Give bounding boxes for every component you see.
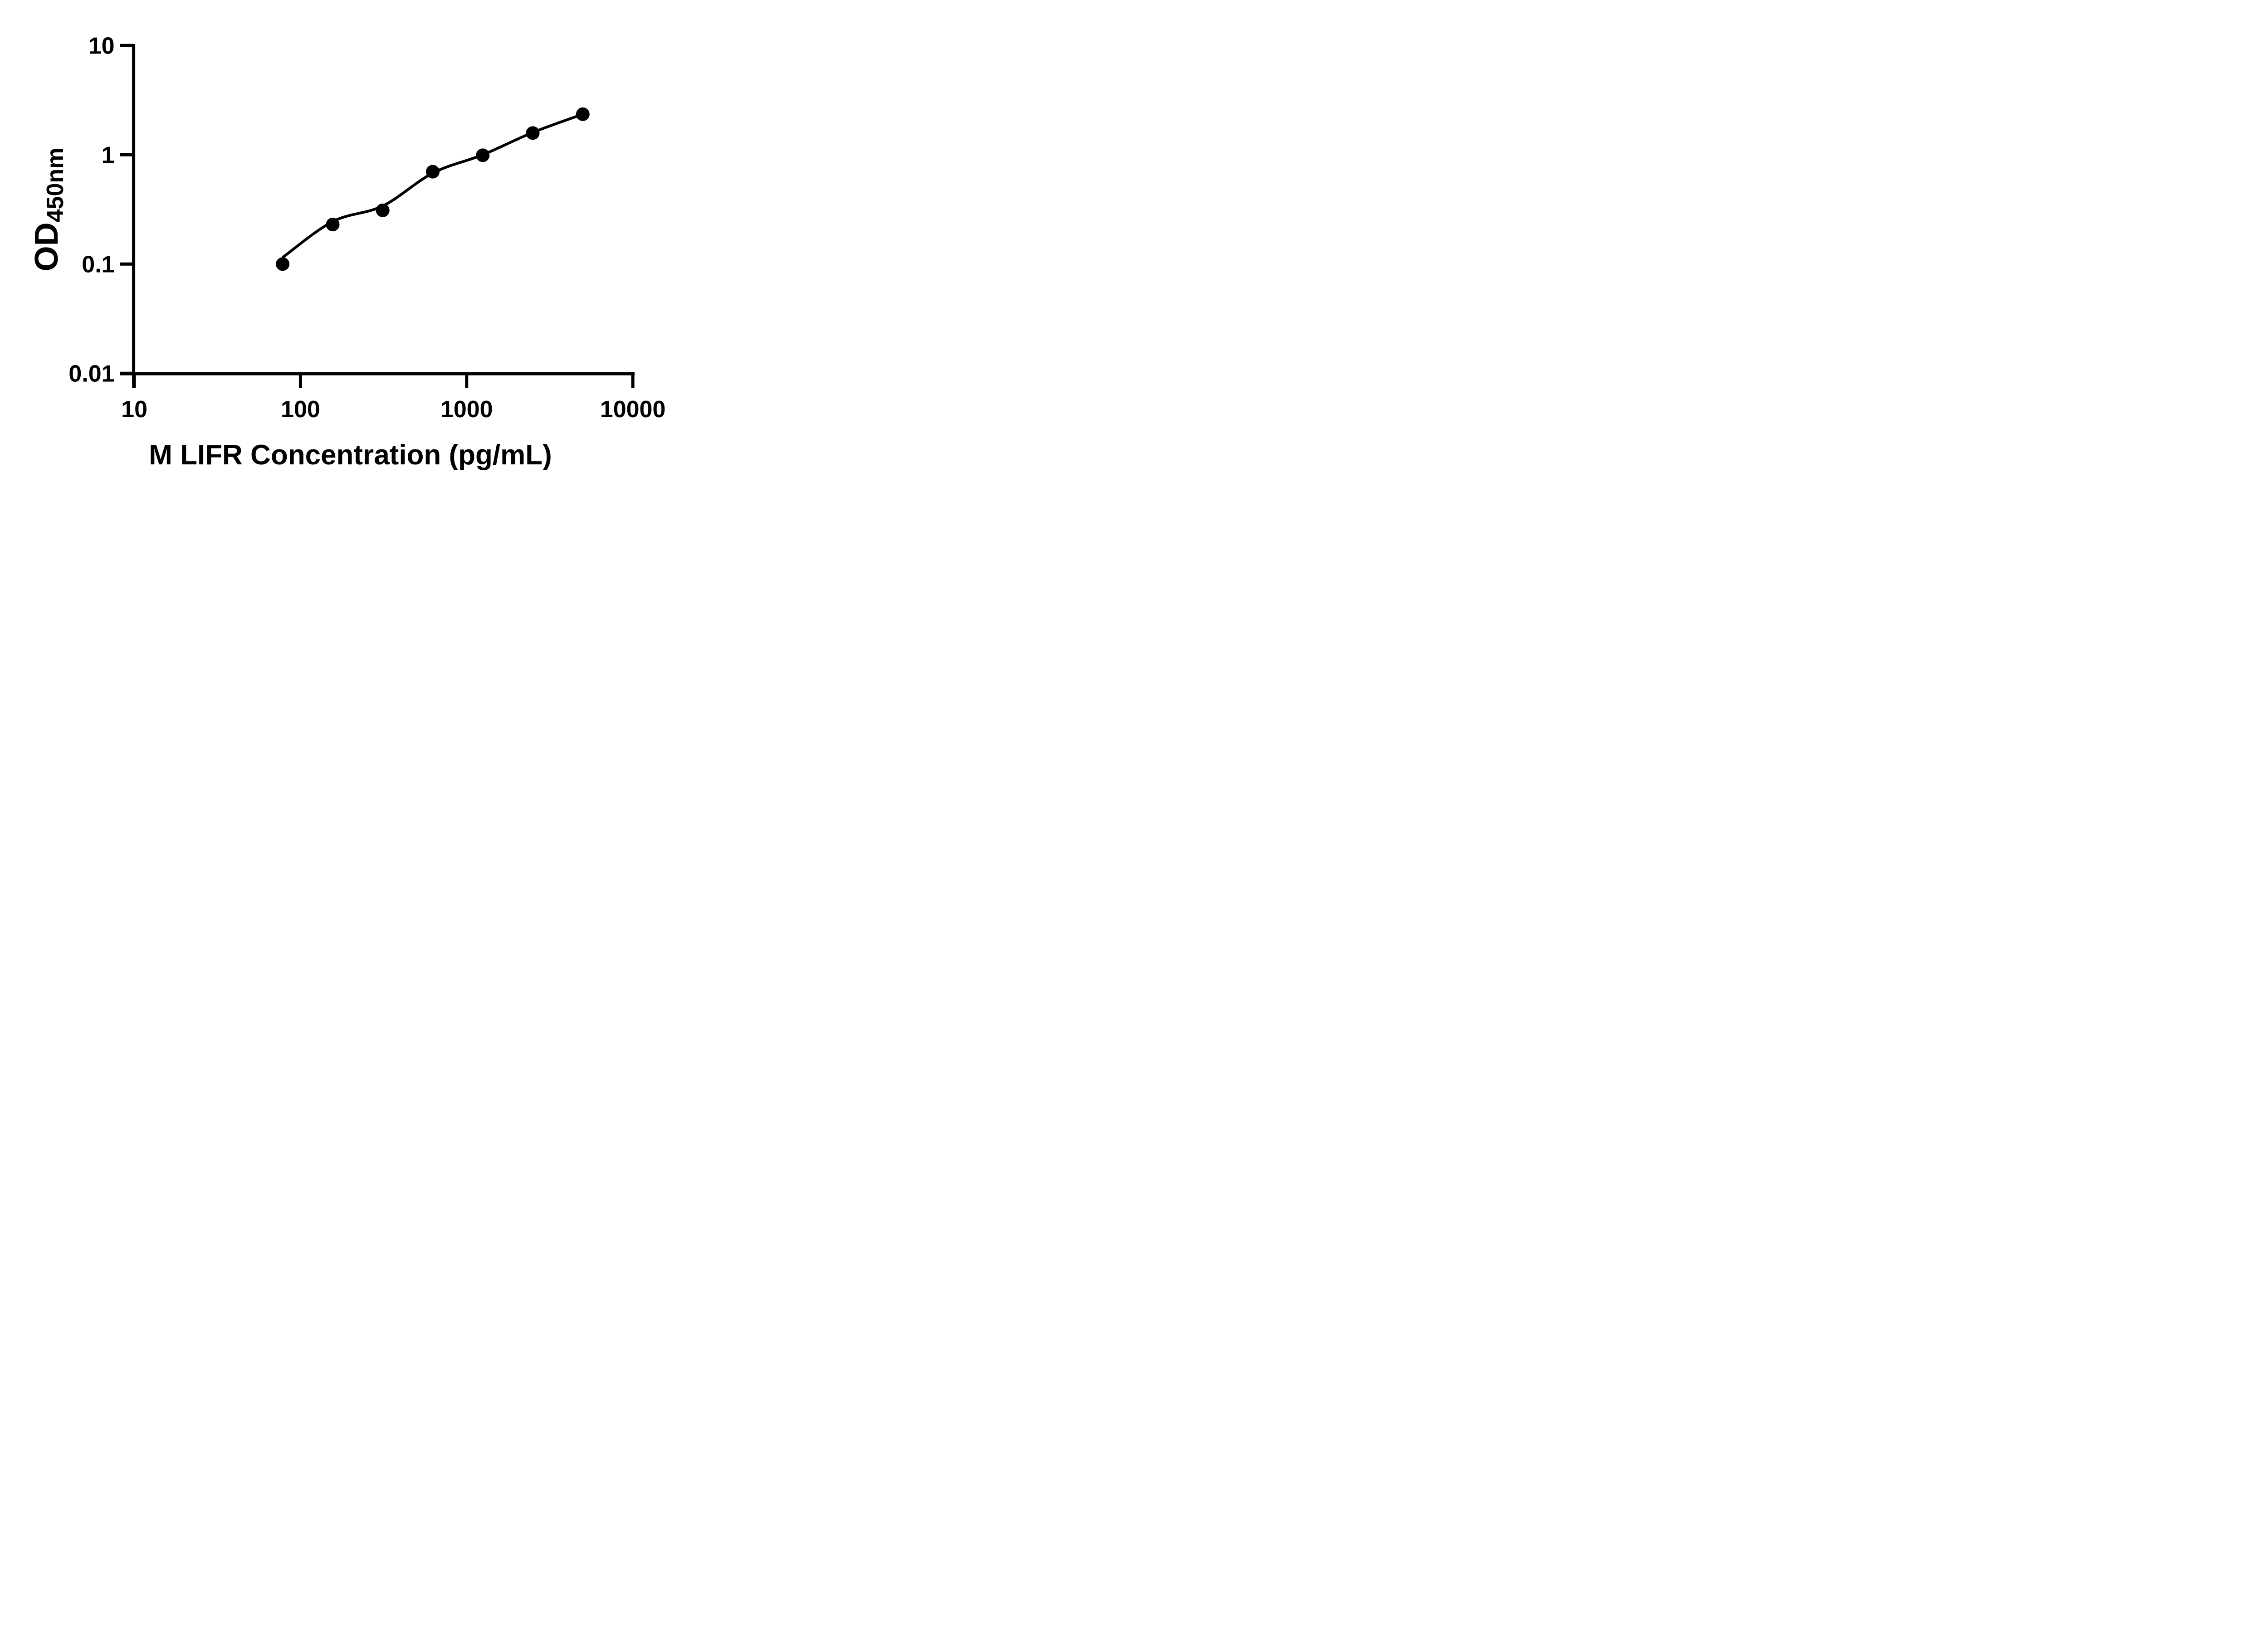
data-point	[426, 165, 440, 179]
y-tick-label: 0.01	[68, 361, 114, 387]
x-tick-label: 100	[281, 396, 320, 423]
y-axis-title-main: OD	[29, 222, 65, 272]
data-point	[576, 107, 590, 121]
y-tick-label: 10	[88, 33, 115, 59]
x-tick-label: 10000	[600, 396, 666, 423]
elisa-standard-curve-figure: 10 100 1000 10000 10 1 0.1 0.01 OD450nm M LIFR …	[0, 0, 701, 498]
x-tick-label: 10	[121, 396, 147, 423]
x-axis-title: M LIFR Concentration (pg/mL)	[149, 439, 552, 471]
y-tick-label: 1	[102, 142, 115, 168]
data-point	[526, 126, 540, 140]
data-point	[376, 203, 390, 217]
plot-area: 10 100 1000 10000 10 1 0.1 0.01	[68, 33, 666, 423]
x-tick-label: 1000	[440, 396, 493, 423]
y-tick-label: 0.1	[82, 251, 114, 278]
y-axis-title-subscript: 450nm	[42, 147, 68, 223]
data-point	[276, 257, 290, 271]
data-point	[326, 218, 340, 232]
data-point	[476, 148, 490, 162]
